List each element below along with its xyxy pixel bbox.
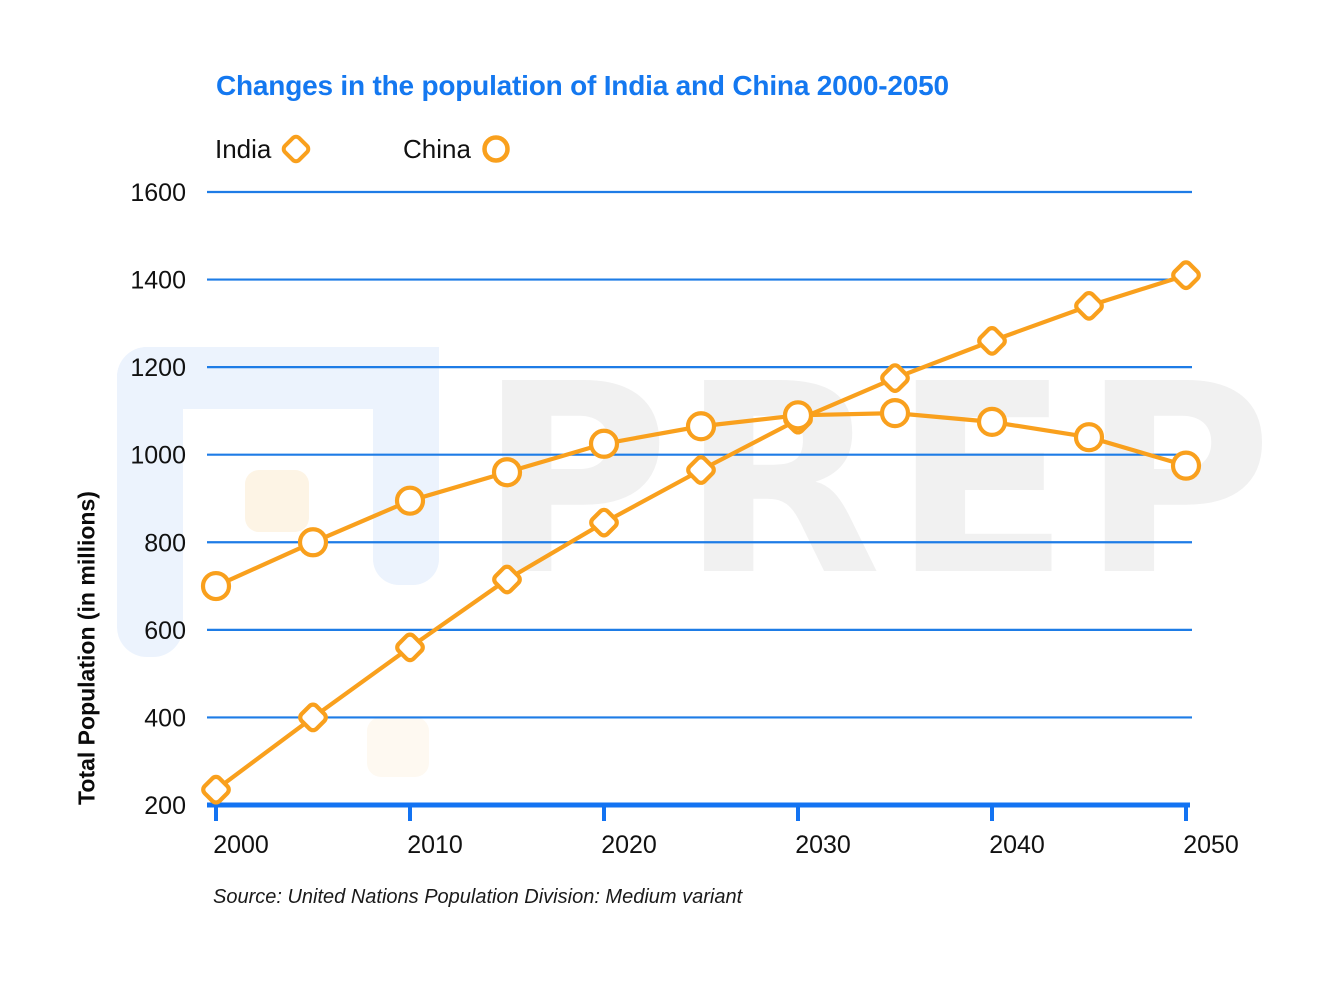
china-data-point xyxy=(1073,422,1105,453)
china-data-point xyxy=(685,411,717,442)
india-data-point xyxy=(686,455,716,485)
india-data-point xyxy=(492,564,522,595)
y-tick-label: 1600 xyxy=(130,179,186,207)
x-tick-label: 2000 xyxy=(213,831,269,859)
india-data-point xyxy=(298,702,328,733)
y-tick-label: 200 xyxy=(144,792,186,820)
india-data-point xyxy=(1171,260,1201,291)
watermark-logo-square xyxy=(245,470,309,532)
source-note: Source: United Nations Population Divisi… xyxy=(213,886,743,908)
india-diamond-icon xyxy=(281,134,311,164)
china-data-point xyxy=(879,398,911,429)
y-tick-label: 400 xyxy=(144,704,186,732)
china-data-point xyxy=(394,485,426,516)
china-data-point xyxy=(782,400,814,431)
china-data-point xyxy=(200,570,232,602)
y-tick-label: 1000 xyxy=(130,442,186,470)
watermark-logo-square-faint xyxy=(367,717,429,777)
india-data-point xyxy=(977,325,1007,356)
x-tick-label: 2010 xyxy=(407,831,463,859)
watermark-logo-left-bar xyxy=(117,347,183,657)
watermark-logo-right-bar xyxy=(373,347,439,585)
india-data-point xyxy=(880,363,910,393)
y-tick-label: 1400 xyxy=(130,267,186,295)
legend-label-india: India xyxy=(215,134,272,164)
x-tick-label: 2030 xyxy=(795,831,851,859)
legend-label-china: China xyxy=(403,134,471,164)
watermark-prep-text: PREP xyxy=(478,328,1283,633)
chart-title: Changes in the population of India and C… xyxy=(216,70,949,101)
x-tick-label: 2040 xyxy=(989,831,1045,859)
x-tick-label: 2050 xyxy=(1183,831,1239,859)
china-data-point xyxy=(588,428,620,459)
x-tick-label: 2020 xyxy=(601,831,657,859)
china-data-point xyxy=(976,406,1008,437)
india-data-point xyxy=(589,507,619,538)
y-tick-label: 600 xyxy=(144,617,186,645)
y-axis-title: Total Population (in millions) xyxy=(73,491,100,805)
china-data-point xyxy=(491,457,523,488)
china-data-point xyxy=(1170,450,1202,481)
india-data-point xyxy=(395,632,425,663)
y-tick-label: 800 xyxy=(144,529,186,557)
india-line xyxy=(213,273,1189,792)
india-data-point xyxy=(1074,290,1104,321)
y-tick-label: 1200 xyxy=(130,354,186,382)
china-circle-icon xyxy=(482,135,510,163)
china-data-point xyxy=(297,527,329,558)
india-data-point xyxy=(201,774,231,805)
